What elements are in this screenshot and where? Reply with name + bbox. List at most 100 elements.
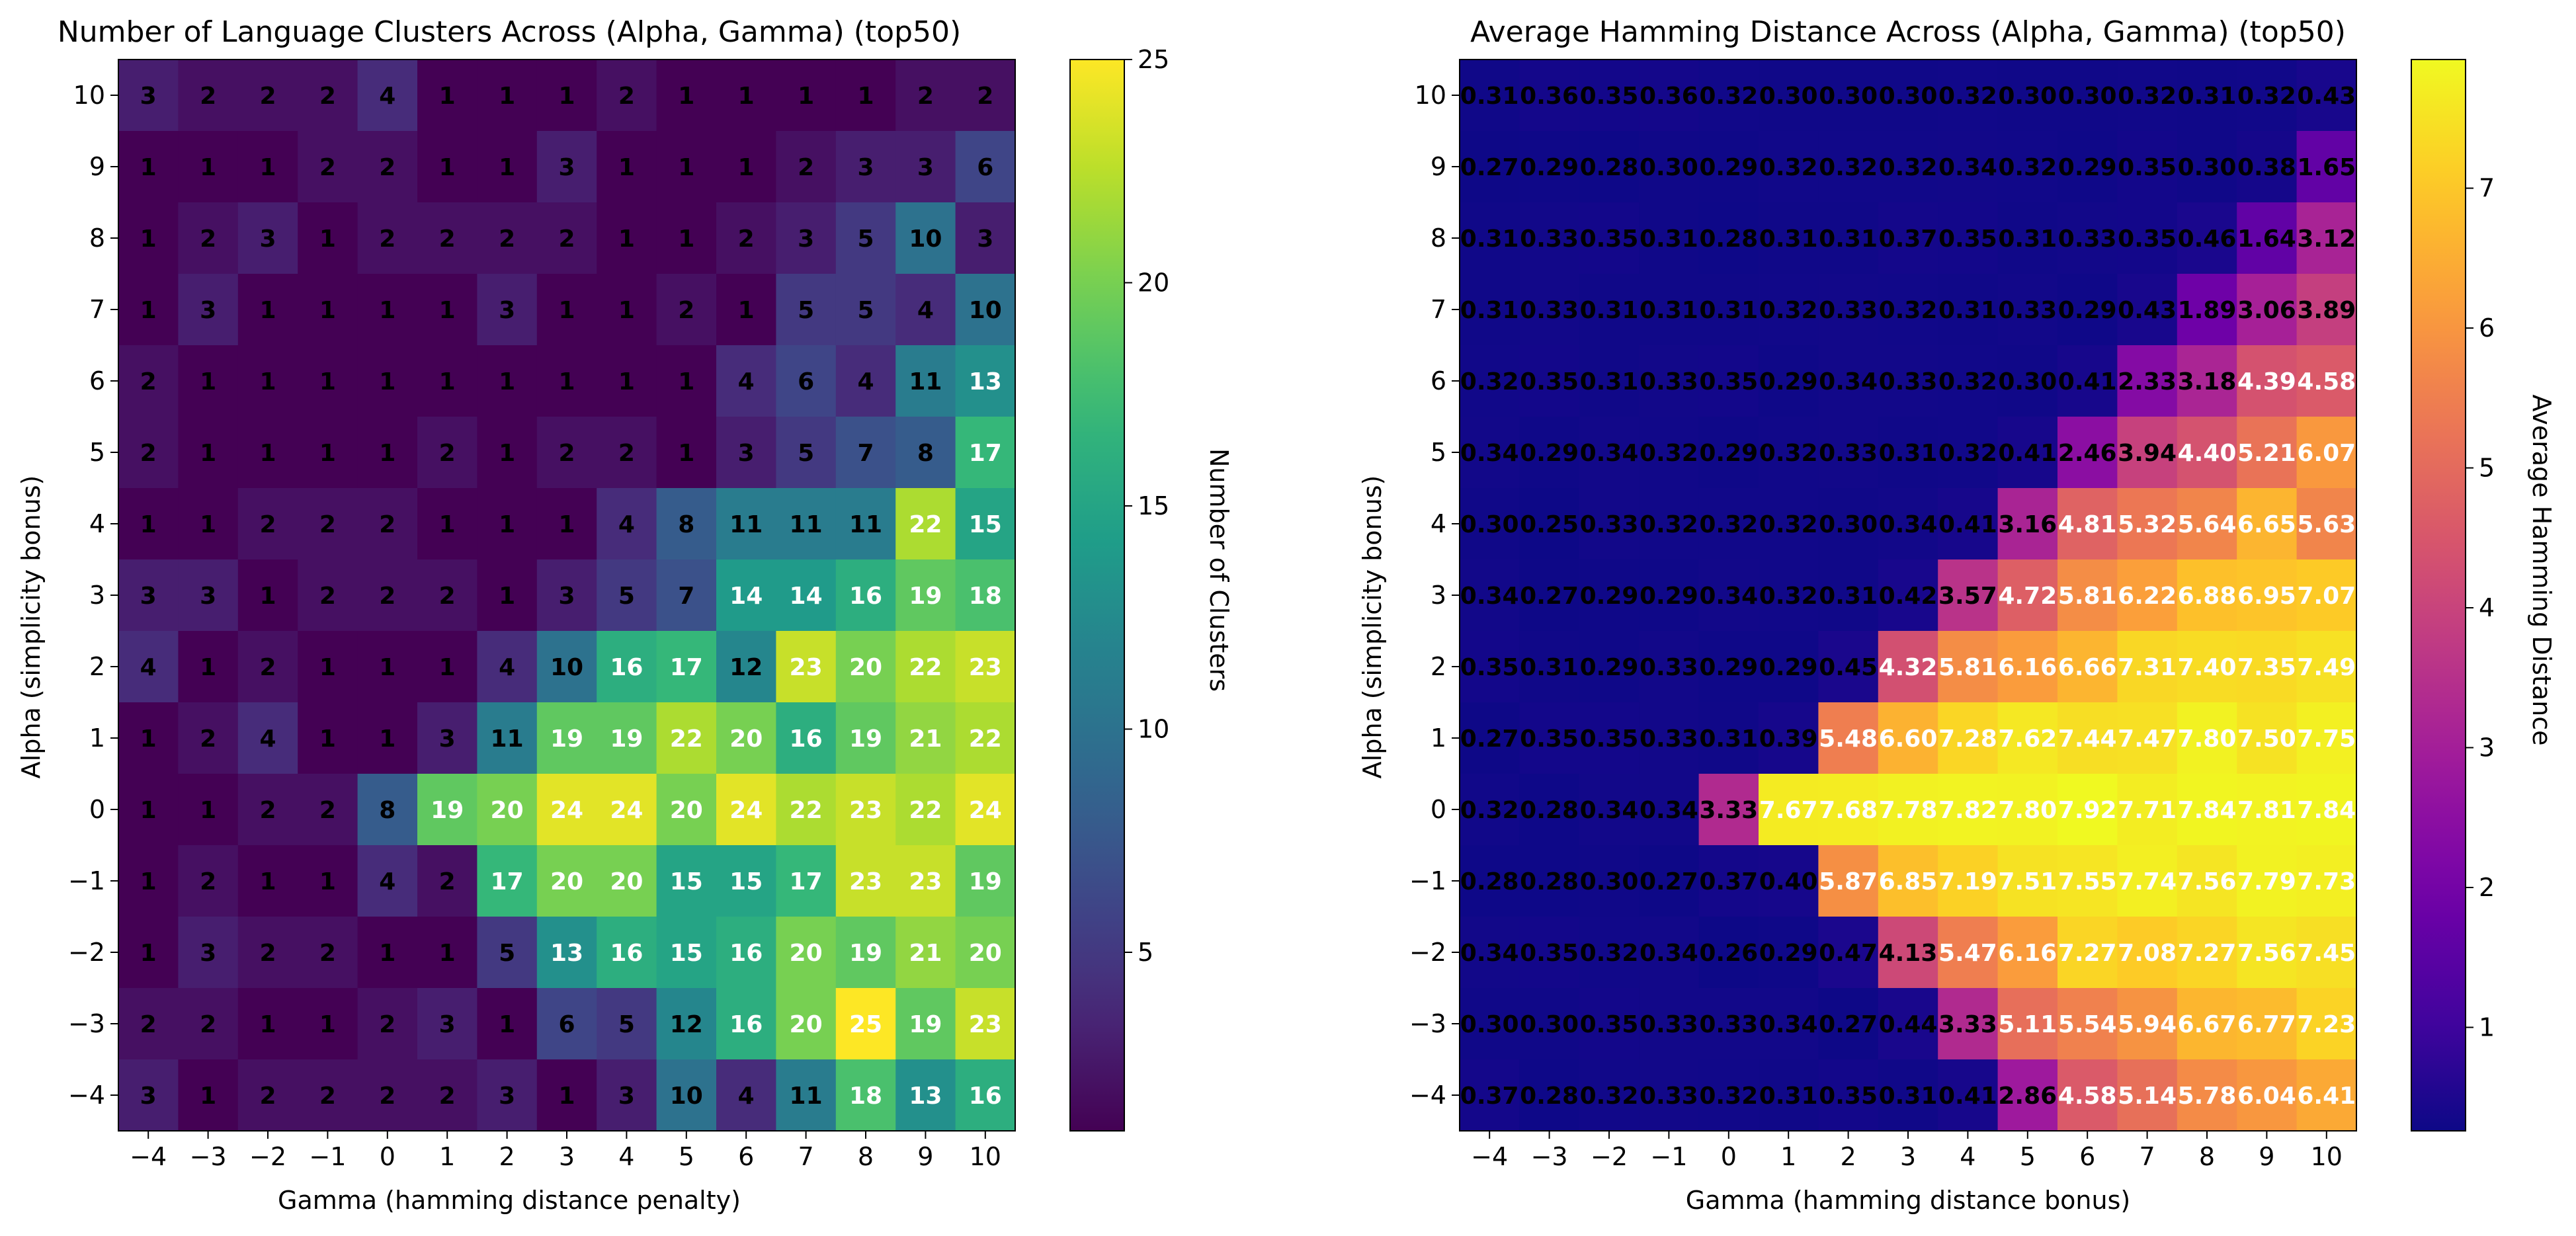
hamming-cell-value: 0.31	[1520, 654, 1579, 681]
clusters-cell	[597, 60, 657, 132]
hamming-cell-value: 7.23	[2297, 1011, 2356, 1038]
hamming-cell	[2296, 202, 2357, 274]
hamming-cell	[1460, 917, 1520, 989]
clusters-cell-value: 1	[259, 1011, 276, 1038]
hamming-cell	[1878, 845, 1938, 917]
hamming-cell-value: 7.08	[2118, 940, 2177, 967]
clusters-cell-value: 7	[857, 440, 874, 467]
clusters-cell-value: 1	[379, 440, 395, 467]
hamming-colorbar-tick-label: 4	[2479, 593, 2495, 622]
clusters-y-tick-label: 7	[89, 295, 105, 324]
hamming-cell	[1938, 417, 1999, 489]
hamming-cell-value: 0.32	[1879, 297, 1938, 324]
hamming-cell	[2237, 1059, 2298, 1132]
clusters-cell	[477, 559, 538, 632]
hamming-cell-value: 3.12	[2297, 226, 2356, 253]
clusters-cell-value: 5	[857, 297, 874, 324]
hamming-cell	[2117, 988, 2178, 1060]
hamming-cell	[1938, 60, 1999, 132]
hamming-cell	[1460, 988, 1520, 1060]
clusters-cell-value: 3	[558, 154, 575, 181]
hamming-cell	[1698, 488, 1759, 560]
hamming-cell	[2117, 417, 2178, 489]
clusters-cell-value: 2	[319, 797, 336, 824]
hamming-cell-value: 0.30	[1998, 368, 2057, 395]
clusters-cell	[955, 60, 1016, 132]
hamming-cell-value: 0.36	[1640, 83, 1698, 110]
hamming-cell-value: 0.29	[1699, 654, 1758, 681]
hamming-cell-value: 0.34	[1819, 368, 1878, 395]
clusters-cell-value: 3	[140, 583, 157, 610]
hamming-cell	[2057, 988, 2118, 1060]
hamming-cell	[1519, 702, 1580, 774]
clusters-cell-value: 2	[917, 83, 934, 110]
hamming-cell	[2177, 60, 2237, 132]
clusters-cell-value: 19	[849, 725, 882, 753]
hamming-cell	[1997, 488, 2058, 560]
hamming-cell	[1579, 417, 1640, 489]
clusters-cell-value: 4	[857, 368, 874, 395]
clusters-cell-value: 3	[200, 583, 216, 610]
clusters-cell	[118, 60, 179, 132]
clusters-cell-value: 7	[678, 583, 694, 610]
clusters-cell-value: 22	[909, 654, 942, 681]
clusters-cell	[835, 202, 896, 274]
clusters-cell	[895, 845, 956, 917]
hamming-cell-value: 0.29	[2058, 154, 2117, 181]
hamming-cell-value: 7.51	[1998, 868, 2057, 895]
hamming-cell	[1460, 202, 1520, 274]
clusters-cell	[118, 274, 179, 346]
hamming-cell-value: 4.32	[1879, 654, 1938, 681]
clusters-cell	[536, 417, 597, 489]
clusters-cell-value: 1	[379, 725, 395, 753]
hamming-cell-value: 2.46	[2058, 440, 2117, 467]
hamming-colorbar-tick-label: 6	[2479, 313, 2495, 343]
clusters-cell	[597, 702, 657, 774]
hamming-cell	[1878, 417, 1938, 489]
hamming-cell-value: 0.34	[1938, 154, 1997, 181]
clusters-cell	[776, 988, 837, 1060]
hamming-cell	[1997, 845, 2058, 917]
clusters-colorbar-tick-label: 25	[1138, 45, 1169, 74]
clusters-cell	[656, 1059, 717, 1132]
hamming-cell-value: 7.92	[2058, 797, 2117, 824]
clusters-cell-value: 3	[200, 940, 216, 967]
hamming-cell	[1698, 417, 1759, 489]
clusters-cell	[597, 917, 657, 989]
hamming-cell	[2117, 131, 2178, 203]
hamming-cell-value: 5.32	[2118, 511, 2177, 538]
hamming-cell	[1639, 202, 1700, 274]
hamming-cell-value: 0.30	[1460, 1011, 1519, 1038]
hamming-cell	[2057, 274, 2118, 346]
clusters-cell	[178, 274, 239, 346]
hamming-cell	[2237, 845, 2298, 917]
hamming-cell-value: 0.35	[1819, 1083, 1878, 1110]
clusters-cell	[597, 274, 657, 346]
clusters-cell-value: 19	[849, 940, 882, 967]
clusters-x-axis-label: Gamma (hamming distance penalty)	[278, 1186, 741, 1215]
hamming-cell	[2057, 559, 2118, 632]
hamming-cell	[1818, 917, 1879, 989]
hamming-cell	[1938, 1059, 1999, 1132]
hamming-cell-value: 0.41	[1938, 1083, 1997, 1110]
hamming-cell	[2117, 274, 2178, 346]
hamming-cell-value: 7.44	[2058, 725, 2117, 753]
hamming-cell	[1639, 131, 1700, 203]
clusters-cell-value: 1	[678, 154, 694, 181]
clusters-cell	[955, 131, 1016, 203]
clusters-cell	[895, 202, 956, 274]
clusters-heatmap-cells	[118, 59, 1016, 1132]
clusters-cell-value: 1	[738, 297, 755, 324]
hamming-cell-value: 0.30	[1460, 511, 1519, 538]
hamming-cell-value: 7.35	[2237, 654, 2296, 681]
clusters-cell-value: 1	[379, 297, 395, 324]
clusters-y-axis-label: Alpha (simplicity bonus)	[17, 475, 46, 779]
clusters-cell	[955, 417, 1016, 489]
hamming-x-tick-label: 5	[2020, 1142, 2036, 1171]
clusters-cell	[477, 202, 538, 274]
clusters-cell	[118, 774, 179, 846]
clusters-cell-value: 1	[140, 297, 157, 324]
hamming-cell-value: 0.34	[1580, 440, 1639, 467]
clusters-cell	[536, 345, 597, 417]
